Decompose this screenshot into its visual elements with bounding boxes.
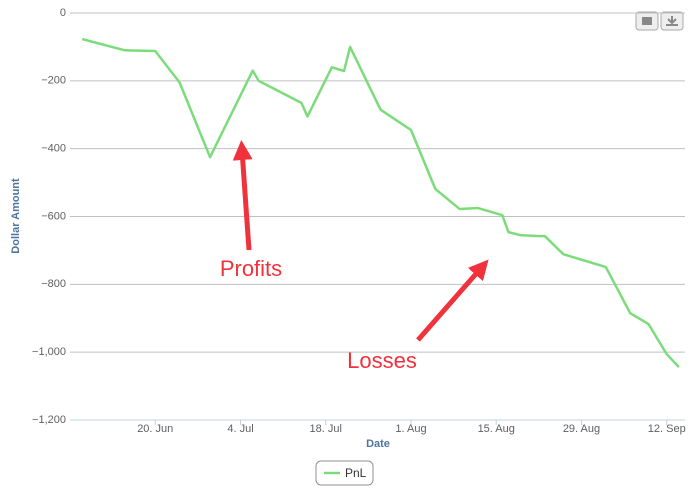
y-tick-label: −200	[41, 75, 66, 87]
x-axis-title: Date	[366, 438, 390, 450]
y-tick-label: −600	[41, 210, 66, 222]
annotation: Losses	[347, 348, 417, 373]
x-tick-label: 20. Jun	[137, 423, 173, 435]
y-tick-label: −1,200	[32, 414, 66, 426]
x-tick-label: 1. Aug	[395, 423, 426, 435]
annotation: Profits	[220, 256, 282, 281]
data-line	[81, 37, 680, 368]
x-tick-label: 15. Aug	[478, 423, 515, 435]
y-tick-label: 0	[60, 7, 66, 19]
x-tick-label: 18. Jul	[310, 423, 342, 435]
y-axis-title: Dollar Amount	[10, 178, 22, 254]
arrow	[232, 140, 253, 251]
arrow	[416, 259, 489, 342]
x-tick-label: 29. Aug	[563, 423, 600, 435]
y-tick-label: −800	[41, 278, 66, 290]
print-icon	[642, 17, 652, 25]
y-tick-label: −1,000	[32, 346, 66, 358]
legend-label: PnL	[345, 466, 367, 480]
export-buttons[interactable]	[635, 11, 684, 31]
legend-box	[315, 460, 374, 486]
export-icon	[666, 16, 678, 26]
x-tick-label: 4. Jul	[227, 423, 253, 435]
x-tick-label: 12. Sep	[648, 423, 686, 435]
y-tick-label: −400	[41, 143, 66, 155]
